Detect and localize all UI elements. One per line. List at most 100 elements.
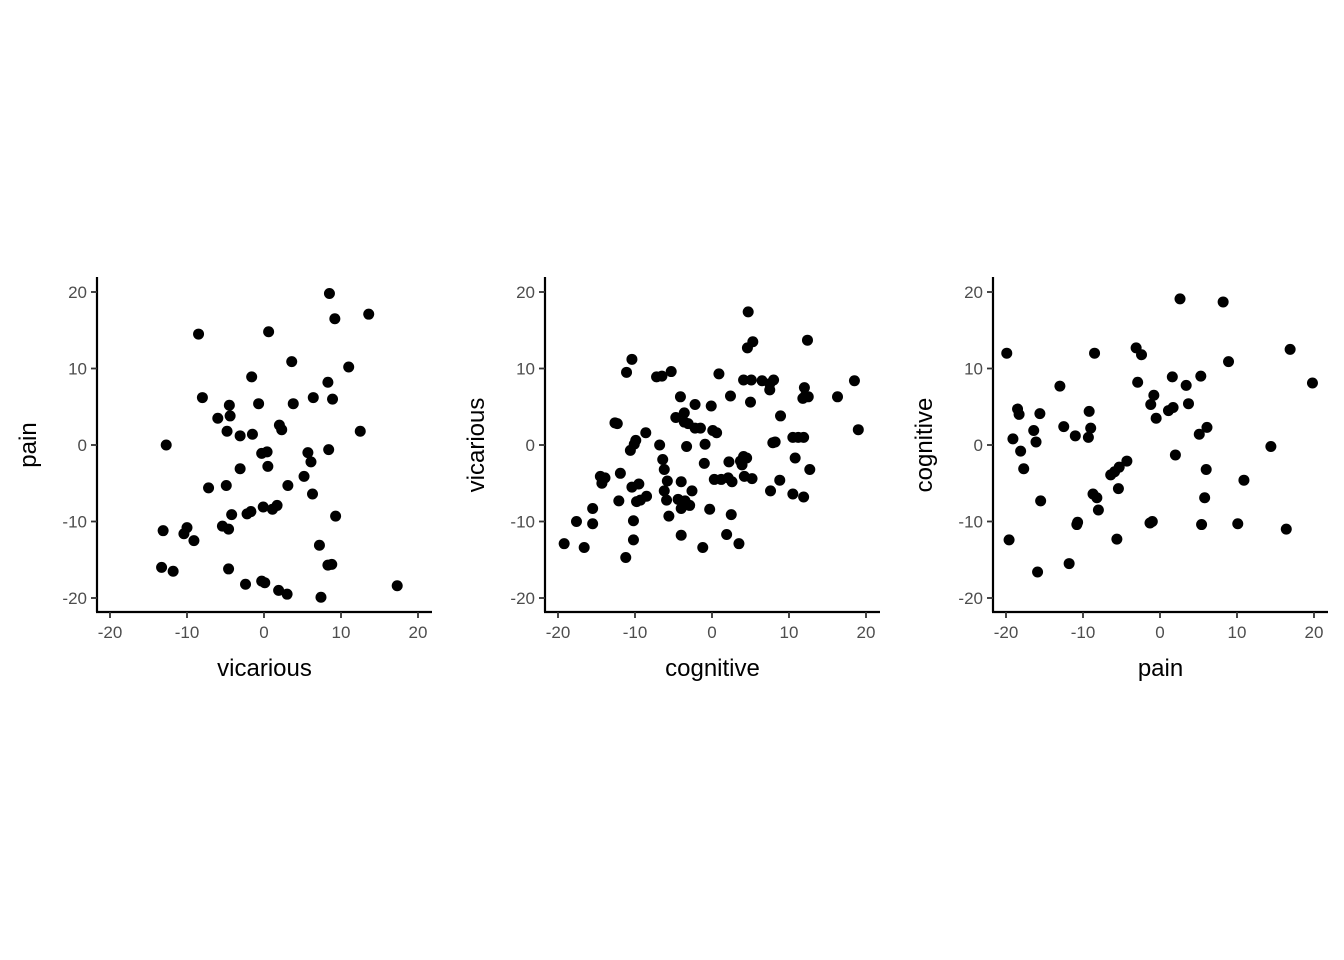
data-point (1034, 408, 1046, 420)
data-point (704, 503, 716, 515)
x-axis-title: cognitive (665, 655, 760, 682)
data-point (1001, 347, 1013, 359)
data-point (1054, 380, 1066, 392)
data-point (587, 502, 599, 514)
x-tick-label: -20 (98, 623, 123, 642)
data-point (848, 375, 860, 387)
data-point (246, 428, 258, 440)
data-point (1180, 379, 1192, 391)
data-point (801, 334, 813, 346)
data-point (657, 454, 669, 466)
data-point (188, 535, 200, 547)
data-point (1195, 370, 1207, 382)
data-point (234, 463, 246, 475)
data-point (697, 542, 709, 554)
data-point (721, 529, 733, 541)
data-point (1174, 293, 1186, 305)
x-tick-label: 0 (259, 623, 268, 642)
data-point (298, 470, 310, 482)
data-point (1223, 356, 1235, 368)
data-point (302, 447, 314, 459)
data-point (614, 467, 626, 479)
data-point (1217, 296, 1229, 308)
data-point (329, 313, 341, 325)
data-point (768, 374, 780, 386)
data-point (1167, 402, 1179, 414)
data-point (765, 485, 777, 497)
data-point (1030, 436, 1042, 448)
data-point (305, 456, 317, 468)
data-point (746, 473, 758, 485)
data-point (1085, 422, 1097, 434)
data-point (654, 439, 666, 451)
data-point (689, 398, 701, 410)
data-point (156, 561, 168, 573)
data-point (620, 551, 632, 563)
data-point (663, 510, 675, 522)
data-point (1196, 519, 1208, 531)
data-point (1136, 349, 1148, 361)
x-axis-title: pain (1138, 655, 1183, 682)
data-point (570, 516, 582, 527)
data-point (1169, 449, 1181, 461)
y-tick-label: -10 (958, 513, 983, 532)
data-point (1280, 523, 1292, 535)
data-point (1111, 533, 1123, 545)
data-point (246, 371, 258, 383)
data-point (1199, 492, 1211, 504)
data-point (157, 525, 169, 537)
data-point (661, 494, 673, 506)
data-point (282, 480, 294, 492)
data-point (223, 563, 235, 575)
data-point (327, 393, 339, 405)
data-point (1013, 408, 1025, 420)
data-point (271, 499, 283, 511)
data-point (699, 438, 711, 450)
data-point (681, 441, 693, 453)
y-tick-label: 0 (78, 436, 87, 455)
x-tick-label: -10 (1071, 623, 1096, 642)
data-point (1035, 495, 1047, 507)
data-point (287, 398, 299, 410)
data-point (196, 392, 208, 404)
data-point (259, 577, 271, 589)
data-point (711, 427, 723, 439)
data-point (1201, 421, 1213, 433)
data-point (1032, 566, 1044, 578)
data-point (212, 412, 224, 424)
data-point (1166, 371, 1178, 383)
y-tick-label: 10 (516, 360, 535, 379)
y-axis-title: vicarious (463, 398, 490, 493)
x-tick-label: -20 (994, 623, 1019, 642)
data-point (240, 578, 252, 590)
data-point (1089, 347, 1101, 359)
data-point (725, 509, 737, 521)
data-point (694, 422, 706, 434)
data-point (656, 370, 668, 382)
y-tick-label: 0 (526, 436, 535, 455)
data-point (167, 565, 179, 577)
data-point (363, 308, 375, 320)
data-point (674, 391, 686, 403)
y-tick-label: 20 (516, 283, 535, 302)
data-point (1113, 461, 1125, 473)
data-point (670, 411, 682, 423)
data-point (798, 382, 810, 394)
data-point (599, 472, 611, 484)
data-point (630, 434, 642, 446)
data-point (675, 529, 687, 541)
data-point (1150, 412, 1162, 424)
data-point (627, 515, 639, 527)
data-point (1112, 483, 1124, 495)
data-point (705, 400, 717, 412)
data-point (1200, 463, 1212, 475)
data-point (160, 439, 172, 451)
data-point (286, 356, 298, 368)
data-point (641, 490, 653, 502)
data-point (263, 326, 275, 338)
data-point (326, 558, 338, 570)
data-point (658, 463, 670, 475)
y-tick-label: 10 (964, 360, 983, 379)
y-tick-label: 20 (68, 283, 87, 302)
data-point (1193, 428, 1205, 440)
